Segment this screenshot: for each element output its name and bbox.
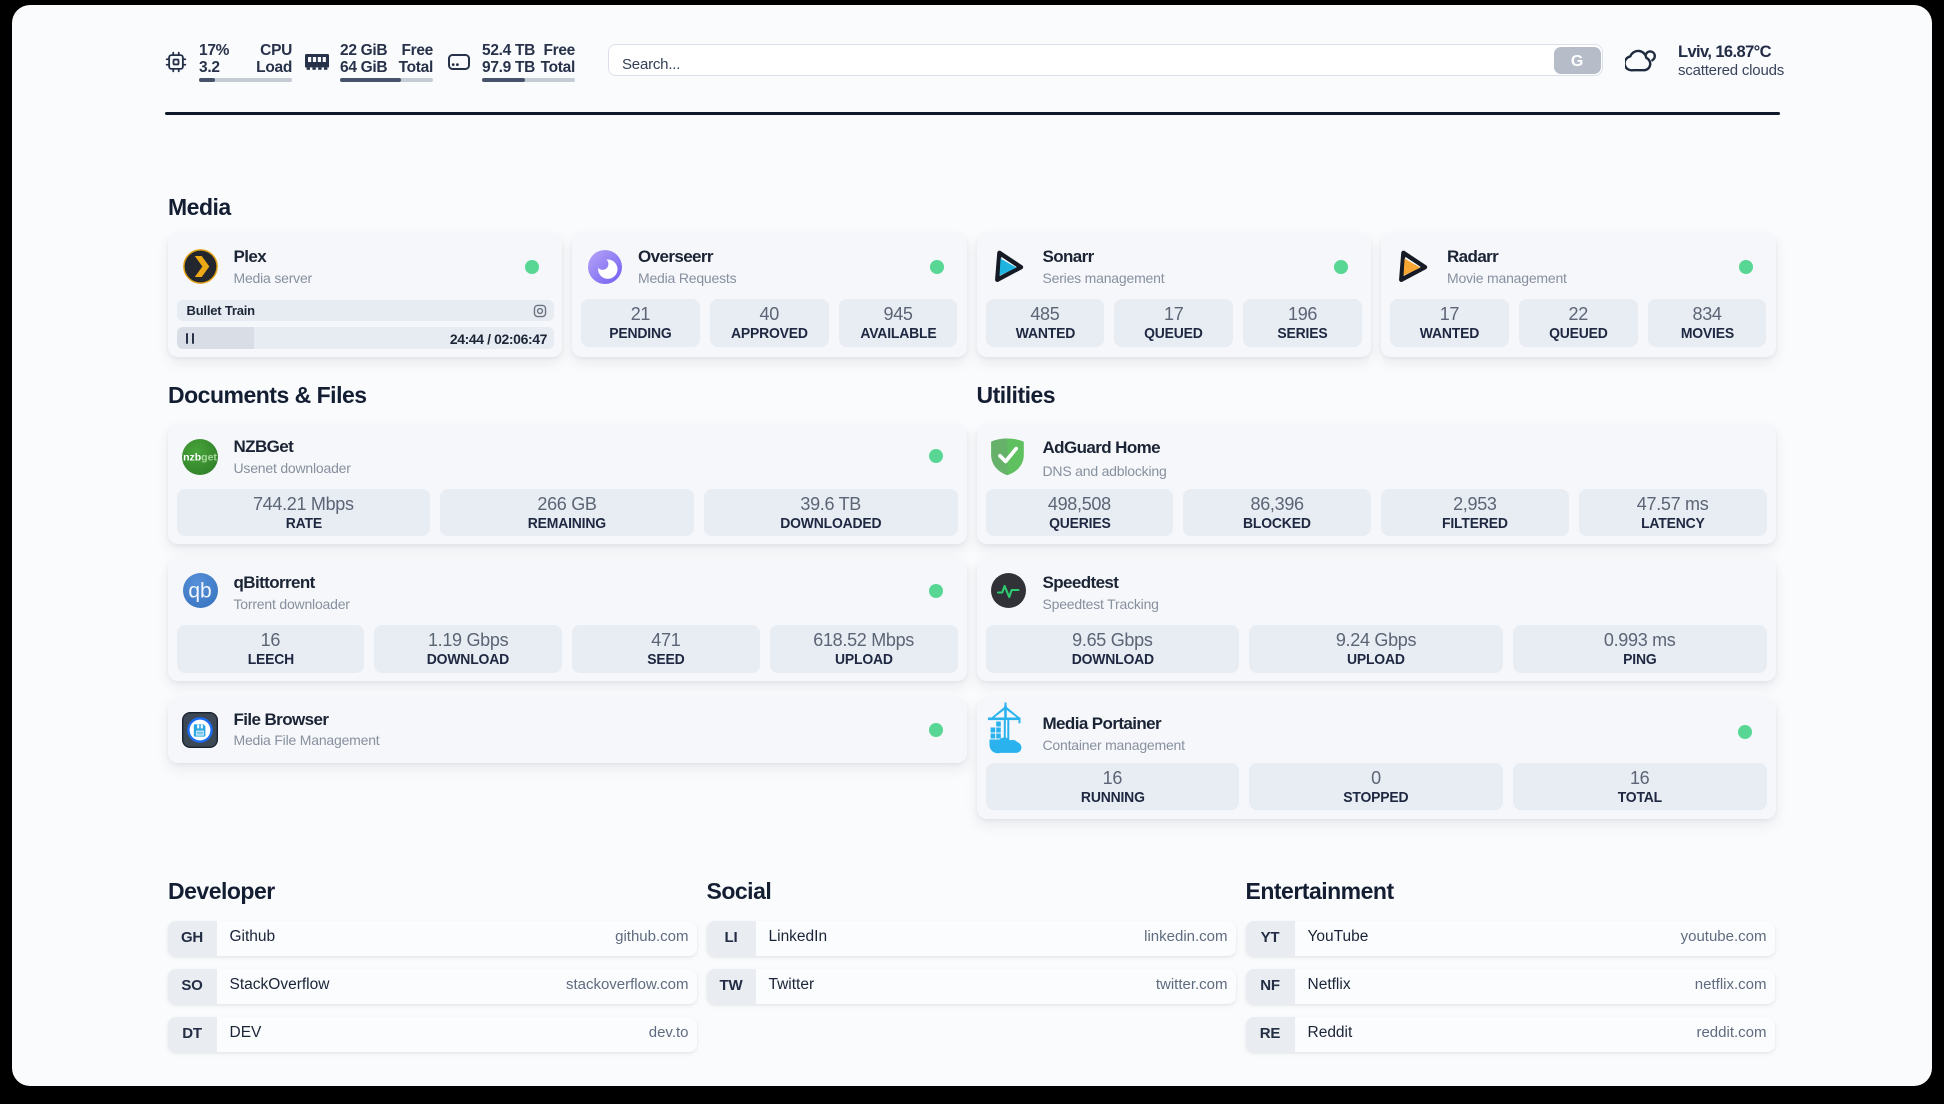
svg-text:nzbget: nzbget bbox=[183, 452, 217, 464]
svg-text:qb: qb bbox=[188, 579, 211, 602]
